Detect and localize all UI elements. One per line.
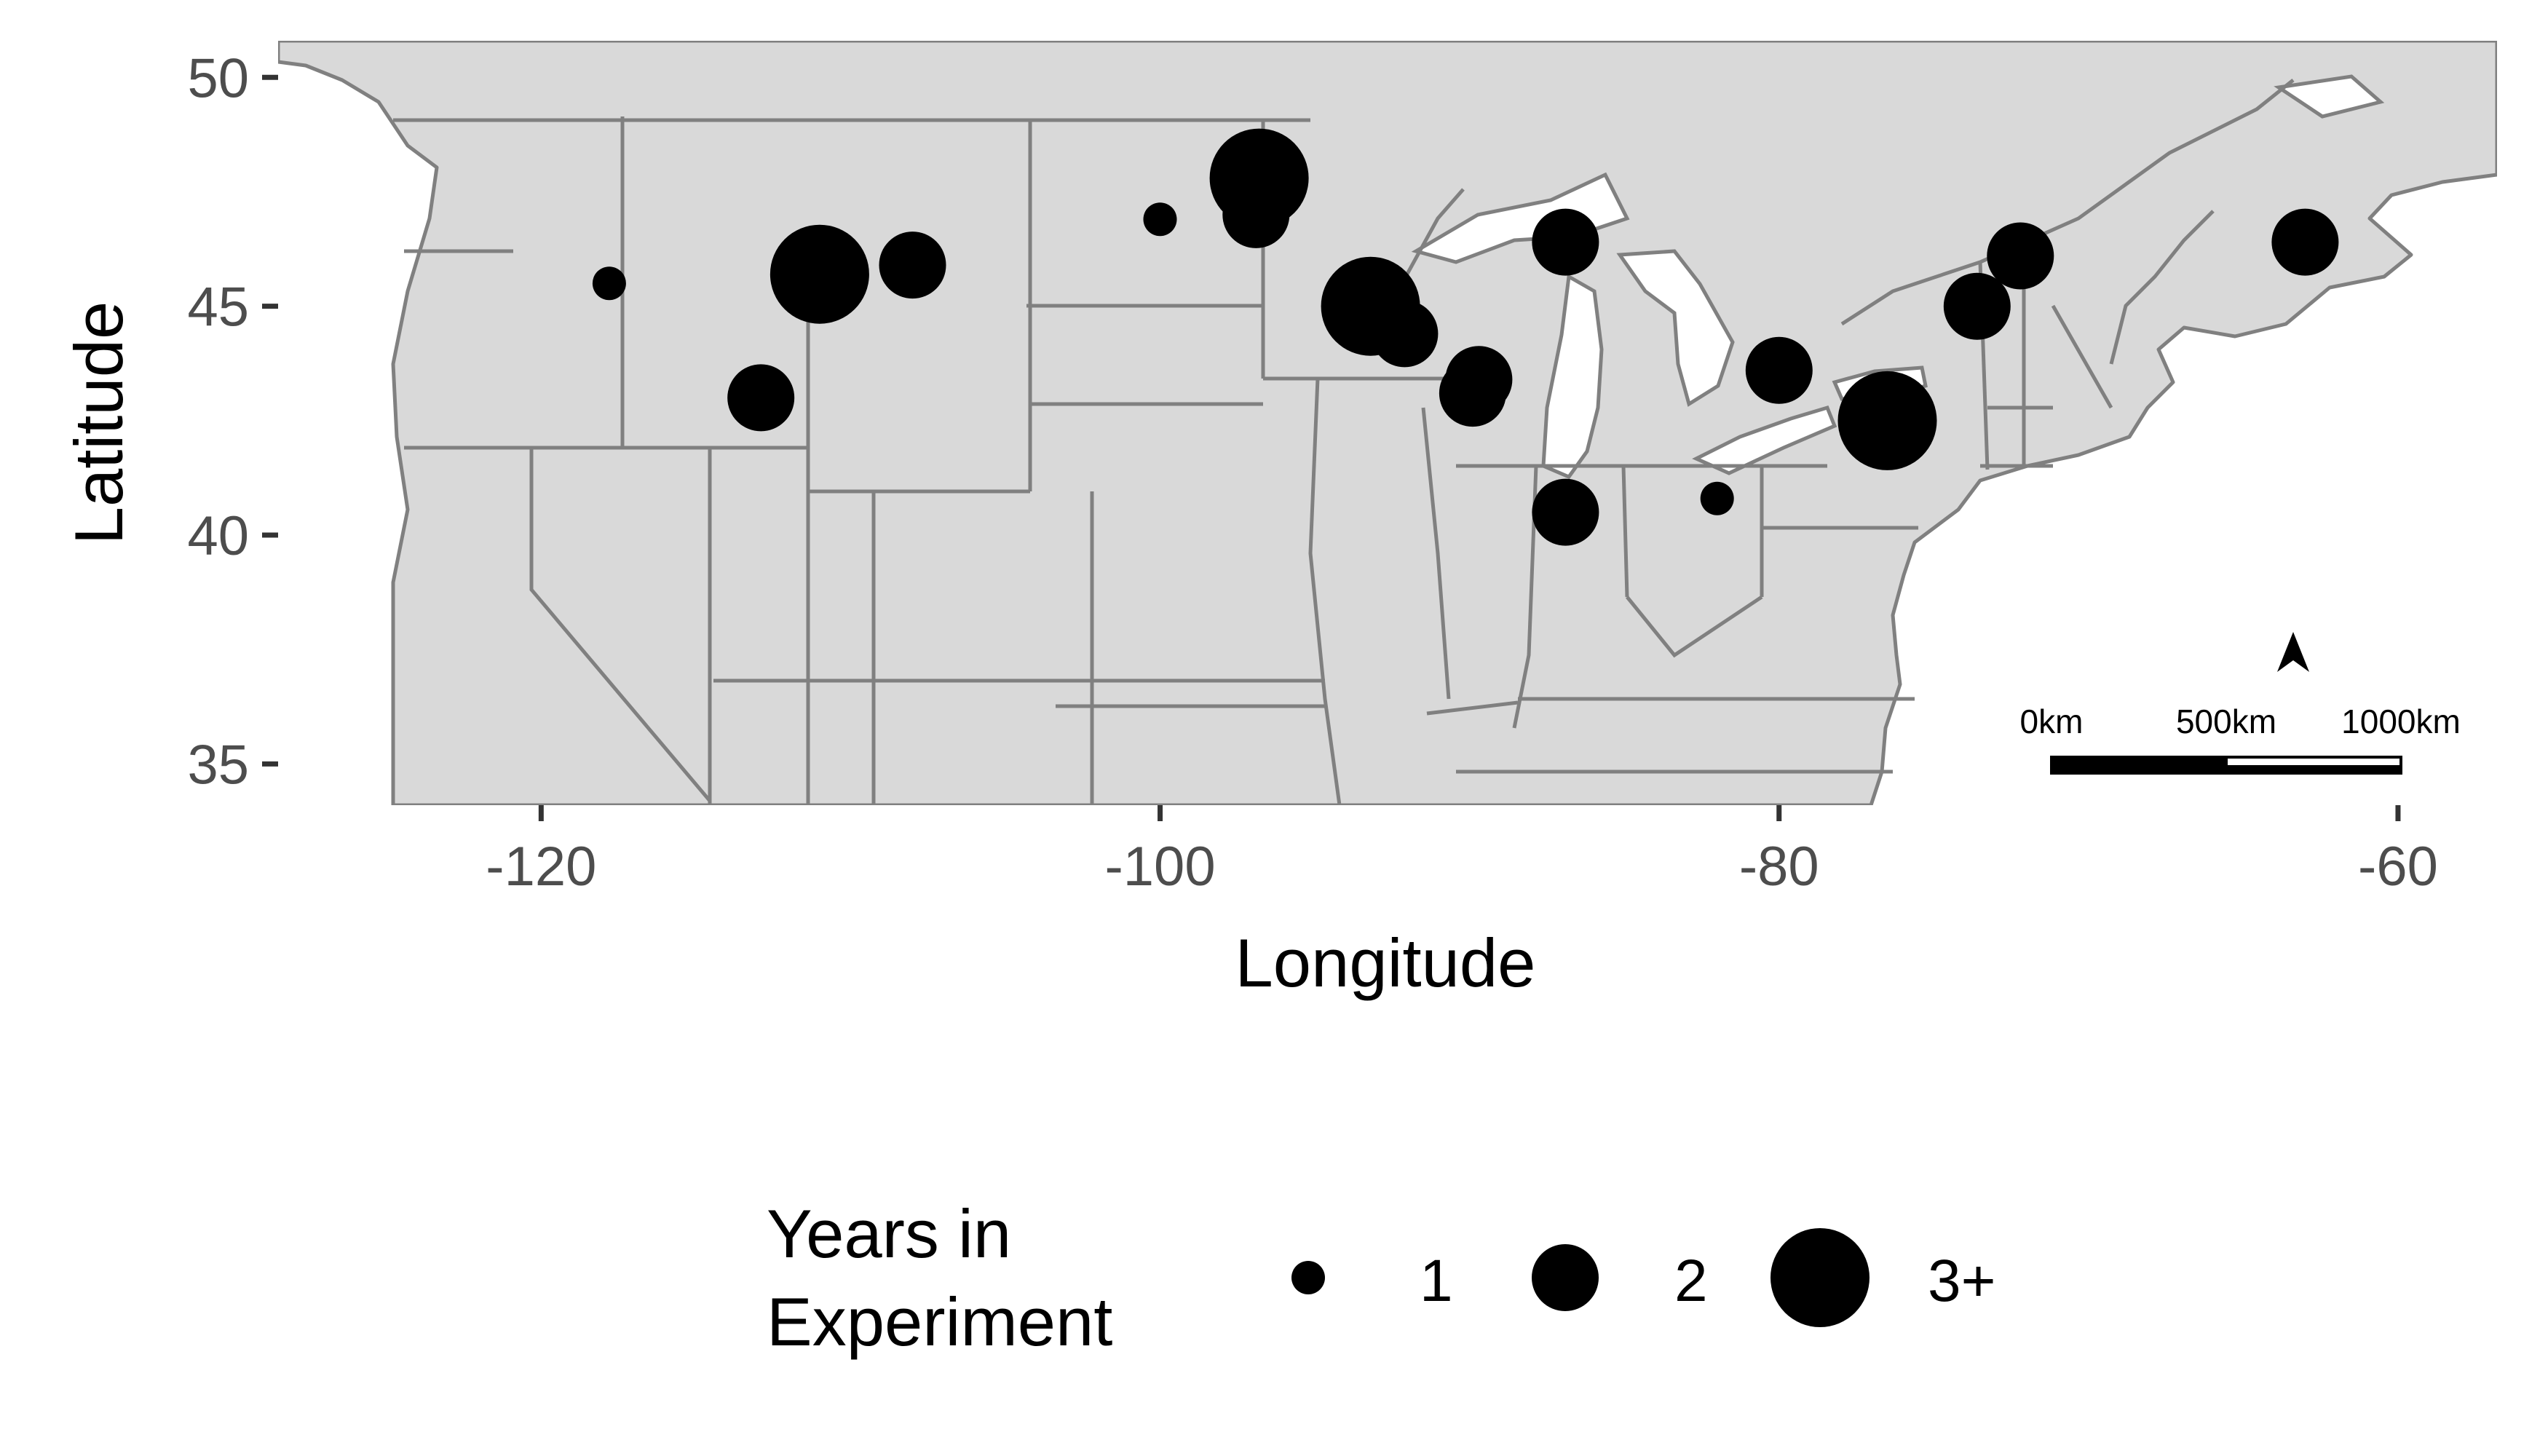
legend-label-2: 2 xyxy=(1674,1248,1708,1314)
legend-key-2 xyxy=(1532,1244,1599,1311)
lake-huron xyxy=(1616,249,1735,407)
site-point-15 xyxy=(1745,336,1813,404)
site-point-4 xyxy=(879,232,946,299)
y-axis: 35 40 45 50 xyxy=(187,47,278,796)
y-tick-label: 50 xyxy=(187,47,249,109)
map-panel xyxy=(278,41,2497,805)
x-tick-label: -120 xyxy=(486,836,596,898)
site-point-12 xyxy=(1532,208,1599,276)
site-point-5 xyxy=(1143,202,1177,237)
site-point-18 xyxy=(1987,222,2054,290)
site-point-17 xyxy=(1943,272,2011,340)
legend-label-1: 1 xyxy=(1420,1248,1453,1314)
site-point-3 xyxy=(769,224,869,324)
scale-bar-label-1: 500km xyxy=(2176,703,2276,740)
legend: Years in Experiment 1 2 3+ xyxy=(767,1195,1996,1360)
y-tick-label: 35 xyxy=(187,734,249,796)
site-point-13 xyxy=(1532,478,1599,546)
legend-title-line-1: Years in xyxy=(767,1195,1011,1272)
x-axis-title: Longitude xyxy=(1235,925,1536,1001)
y-tick-label: 40 xyxy=(187,505,249,567)
scale-bar: 0km 500km 1000km xyxy=(2020,703,2461,775)
legend-key-1 xyxy=(1291,1261,1325,1294)
scale-bar-segment-2-fill xyxy=(2226,765,2401,773)
x-axis: -120 -100 -80 -60 xyxy=(486,805,2438,898)
site-point-9 xyxy=(1371,300,1439,368)
gulf-st-lawrence xyxy=(2274,74,2385,119)
lake-superior xyxy=(1411,172,1630,264)
data-points xyxy=(592,128,2339,546)
site-point-19 xyxy=(2271,208,2339,276)
scale-bar-label-2: 1000km xyxy=(2341,703,2461,740)
site-point-14 xyxy=(1700,481,1734,515)
site-point-1 xyxy=(592,266,626,301)
site-point-7 xyxy=(1209,128,1309,228)
site-point-16 xyxy=(1837,371,1937,470)
scale-bar-segment-1 xyxy=(2050,756,2228,775)
north-arrow-icon xyxy=(2277,632,2309,672)
y-tick-label: 45 xyxy=(187,277,249,339)
site-point-2 xyxy=(727,364,795,432)
scale-bar-label-0: 0km xyxy=(2020,703,2084,740)
site-point-11 xyxy=(1439,360,1506,427)
x-tick-label: -60 xyxy=(2358,836,2438,898)
legend-label-3: 3+ xyxy=(1928,1248,1996,1314)
legend-title-line-2: Experiment xyxy=(767,1283,1112,1360)
legend-key-3 xyxy=(1770,1228,1870,1327)
x-tick-label: -80 xyxy=(1739,836,1819,898)
x-tick-label: -100 xyxy=(1104,836,1215,898)
y-axis-title: Latitude xyxy=(60,301,137,545)
lake-erie xyxy=(1692,405,1837,475)
